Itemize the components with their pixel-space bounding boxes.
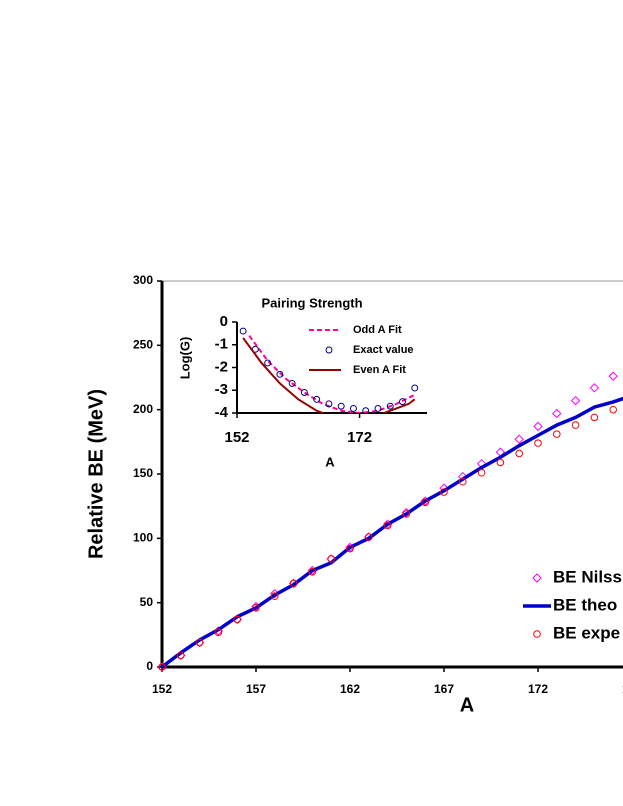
data-point — [421, 498, 430, 507]
legend-label: BE theo — [553, 595, 617, 614]
data-point — [440, 488, 448, 496]
plot-area — [157, 371, 623, 672]
y-axis-label: Relative BE (MeV) — [85, 389, 107, 559]
x-axis-label: A — [460, 694, 474, 716]
data-point — [289, 579, 298, 588]
data-point — [308, 567, 317, 576]
x-tick-label: 152 — [152, 682, 172, 696]
y-tick-label: 0 — [146, 659, 153, 673]
data-point — [325, 400, 333, 408]
data-point — [383, 521, 392, 530]
data-point — [233, 615, 241, 624]
series-line — [242, 337, 416, 413]
data-point — [514, 434, 524, 444]
x-axis-label: A — [325, 454, 335, 469]
data-point — [288, 379, 296, 387]
legend-label: BE Nilss — [553, 567, 622, 586]
legend-label: Exact value — [353, 344, 414, 356]
data-point — [300, 389, 308, 396]
data-point — [362, 407, 370, 413]
y-tick-label: 300 — [133, 273, 153, 287]
data-point — [609, 405, 618, 414]
x-tick-label: 152 — [224, 429, 249, 446]
data-point — [570, 395, 581, 406]
data-point — [459, 477, 467, 486]
y-axis-label: Log(G) — [177, 337, 192, 380]
series-line — [248, 335, 416, 413]
data-point — [337, 402, 345, 410]
data-point — [589, 383, 600, 393]
data-point — [158, 663, 166, 671]
legend-label: Odd A Fit — [353, 324, 402, 336]
data-point — [496, 458, 505, 467]
data-point — [386, 402, 394, 410]
data-point — [608, 371, 618, 381]
data-point — [365, 533, 373, 541]
y-tick-label: 250 — [133, 338, 153, 352]
data-point — [252, 604, 260, 612]
x-tick-label: 162 — [340, 682, 360, 696]
y-tick-label: 100 — [133, 531, 153, 545]
data-point — [195, 638, 204, 647]
x-tick-label: 172 — [528, 682, 548, 696]
data-point — [515, 449, 524, 458]
y-tick-label: -4 — [215, 404, 229, 421]
data-point — [346, 544, 354, 553]
data-point — [399, 398, 406, 406]
x-tick-label: 157 — [246, 682, 266, 696]
data-point — [533, 421, 543, 432]
data-point — [411, 384, 419, 392]
plot-area — [239, 327, 419, 413]
inset-title: Pairing Strength — [261, 295, 362, 310]
y-tick-label: 50 — [140, 595, 154, 609]
legend-label: Even A Fit — [353, 364, 406, 376]
y-tick-label: 150 — [133, 466, 153, 480]
data-point — [313, 395, 321, 403]
x-tick-label: 167 — [434, 682, 454, 696]
data-point — [571, 421, 580, 429]
legend-swatch — [533, 630, 541, 638]
data-point — [177, 651, 185, 660]
data-point — [349, 404, 357, 412]
data-point — [264, 359, 272, 367]
y-tick-label: 200 — [133, 402, 153, 416]
data-point — [477, 468, 486, 477]
data-point — [271, 592, 279, 601]
data-point — [327, 555, 336, 563]
data-point — [214, 628, 223, 637]
y-tick-label: -3 — [215, 381, 228, 398]
y-tick-label: -2 — [215, 358, 228, 375]
data-point — [534, 439, 542, 447]
data-point — [276, 370, 284, 378]
series-line — [160, 396, 623, 669]
legend-swatch — [532, 573, 542, 583]
data-point — [239, 327, 247, 335]
data-point — [590, 413, 599, 422]
data-point — [402, 510, 411, 518]
x-tick-label: 177 — [622, 682, 623, 696]
legend-swatch — [325, 346, 333, 354]
legend-label: BE expe — [553, 623, 620, 642]
data-point — [553, 430, 561, 438]
data-point — [374, 404, 382, 412]
x-tick-label: 172 — [347, 429, 372, 446]
y-tick-label: 0 — [220, 313, 228, 330]
data-point — [552, 408, 562, 419]
y-tick-label: -1 — [215, 336, 228, 353]
